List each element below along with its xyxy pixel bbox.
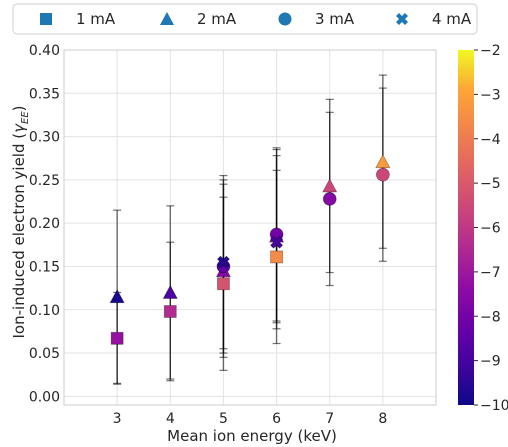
data-point-triangle: [375, 153, 391, 169]
plot-area: [63, 49, 437, 406]
grid: [64, 49, 436, 405]
legend-marker-circle: [278, 12, 292, 26]
data-point-square: [163, 305, 177, 318]
y-axis-label-symbol: γ: [10, 123, 28, 133]
colorbar-tick-label: −3: [480, 87, 501, 103]
colorbar-tick-label: −6: [480, 221, 501, 237]
data-point-square: [270, 250, 283, 264]
y-axis-label: Ion-induced electron yield (γEE): [10, 105, 31, 338]
y-tick-label: 0.35: [29, 86, 60, 102]
legend-label: 3 mA: [315, 10, 355, 28]
data-point-circle: [322, 192, 337, 206]
y-axis-label-subscript: EE: [20, 111, 31, 124]
colorbar-tick-label: −4: [480, 132, 501, 148]
y-tick-label: 0.00: [29, 389, 60, 405]
x-tick-label: 7: [325, 411, 334, 427]
y-tick-label: 0.20: [29, 216, 60, 232]
error-bars: [113, 74, 387, 385]
x-tick-label: 3: [113, 411, 122, 427]
data-point-x: [216, 255, 230, 269]
legend-item: 2 mA: [160, 10, 237, 28]
data-point-square: [110, 331, 124, 345]
x-tick-label: 5: [219, 411, 228, 427]
colorbar-tick-label: −10: [480, 398, 508, 414]
legend-box: [12, 3, 478, 35]
legend-marker-triangle: [160, 12, 174, 25]
data-point-x: [270, 235, 284, 249]
legend-label: 4 mA: [432, 10, 472, 28]
y-tick-label: 0.40: [29, 43, 60, 59]
colorbar-tick-label: −7: [480, 265, 501, 281]
colorbar-tick-label: −8: [480, 309, 501, 325]
legend-label: 2 mA: [197, 10, 237, 28]
x-tick-label: 4: [166, 411, 175, 427]
y-axis-label-text: Ion-induced electron yield: [10, 144, 28, 339]
y-tick-label: 0.30: [29, 130, 60, 146]
colorbar-tick-label: −9: [480, 354, 501, 370]
colorbar-tick-label: −5: [480, 176, 501, 192]
legend-marker-square: [40, 13, 52, 25]
legend-item: 3 mA: [278, 10, 355, 28]
markers: [109, 153, 391, 345]
colorbar: [458, 50, 474, 405]
data-point-circle: [375, 167, 390, 182]
data-point-triangle: [109, 288, 125, 304]
legend-marker-x: [396, 13, 408, 25]
x-tick-label: 8: [378, 411, 387, 427]
legend-label: 1 mA: [76, 10, 116, 28]
y-tick-label: 0.10: [29, 303, 60, 319]
x-tick-labels: 3 4 5 6 7 8: [113, 411, 388, 427]
y-axis-label-paren-close: ): [10, 105, 28, 111]
data-point-triangle: [322, 178, 338, 193]
legend: 1 mA 2 mA 3 mA 4 mA: [12, 3, 478, 35]
colorbar-tick-label: −2: [480, 43, 501, 59]
y-axis-label-paren-open: (: [10, 133, 28, 144]
legend-item: 4 mA: [396, 10, 472, 28]
y-tick-label: 0.15: [29, 259, 60, 275]
y-tick-label: 0.05: [29, 346, 60, 362]
y-tick-labels: 0.00 0.05 0.10 0.15 0.20 0.25 0.30 0.35 0.40: [29, 43, 60, 405]
data-point-triangle: [162, 284, 178, 299]
legend-item: 1 mA: [40, 10, 116, 28]
y-tick-label: 0.25: [29, 173, 60, 189]
x-tick-label: 6: [272, 411, 281, 427]
colorbar-tick-labels: −2 −3 −4 −5 −6 −7 −8 −9 −10: [474, 43, 508, 414]
x-axis-label: Mean ion energy (keV): [167, 427, 337, 445]
data-point-square: [217, 277, 230, 291]
